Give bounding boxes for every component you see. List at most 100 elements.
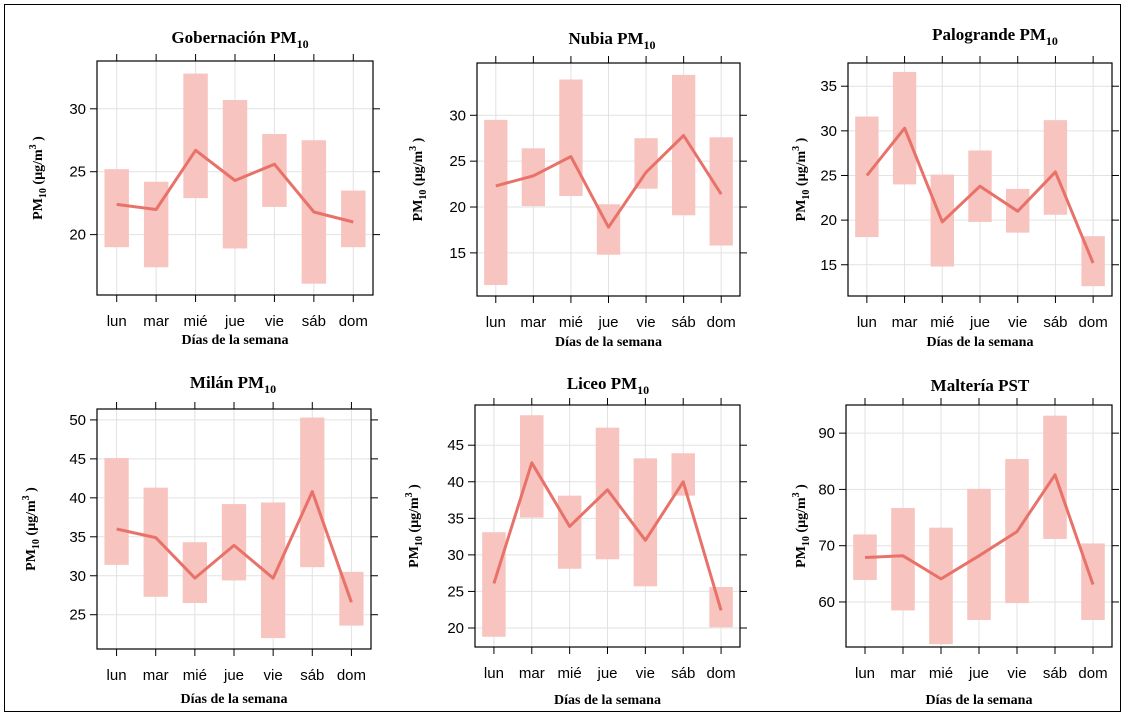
chart-panel-3: lun mar mié jue vie sáb dom 15 20 25 30 35 Palogrand… [791,25,1119,350]
x-tick-label: vie [1007,665,1026,682]
x-tick-label: mié [183,313,207,330]
mean-line [865,126,1095,264]
x-axis-label: Días de la semana [926,693,1033,708]
y-tick-label: 60 [818,594,835,611]
y-tick-label: 15 [449,245,466,262]
y-tick-label: 70 [818,538,835,555]
x-tick-label: sáb [1043,665,1067,682]
x-tick-label: mar [520,314,546,331]
chart-panel-2: lun mar mié jue vie sáb dom 15 20 25 30 Nubia PM10 D… [408,29,747,350]
y-tick-label: 45 [69,451,86,468]
range-band [482,532,506,637]
x-tick-label: dom [1078,665,1107,682]
x-tick-label: vie [265,313,284,330]
y-tick-label: 20 [69,227,86,244]
x-tick-label: sáb [300,667,324,684]
mean-line [495,134,723,229]
x-tick-label: vie [1008,314,1027,331]
x-tick-label: mar [143,313,169,330]
chart-panel-1: lun mar mié jue vie sáb dom 20 25 30 Gobernación P… [28,28,380,348]
x-tick-label: lun [484,665,504,682]
x-tick-label: vie [264,667,283,684]
range-band [855,116,879,238]
y-tick-label: 25 [449,153,466,170]
x-tick-label: jue [969,314,990,331]
y-tick-label: 25 [447,583,464,600]
range-band [262,133,287,207]
range-band [104,169,129,248]
x-tick-label: mar [143,667,169,684]
y-tick-label: 35 [447,510,464,527]
x-tick-label: jue [224,313,245,330]
x-tick-label: jue [223,667,244,684]
y-tick-label: 20 [447,620,464,637]
y-axis-label: PM10 (µg/m3 ) [791,137,812,221]
range-band [559,79,583,197]
x-axis-label: Días de la semana [182,333,289,348]
range-band [595,427,620,560]
y-tick-label: 25 [820,167,837,184]
x-tick-label: dom [706,665,735,682]
x-tick-label: mié [929,665,953,682]
range-band [183,73,208,199]
y-tick-label: 45 [447,437,464,454]
range-band [557,495,582,569]
y-tick-label: 30 [820,123,837,140]
y-tick-label: 20 [449,199,466,216]
x-tick-label: jue [596,665,617,682]
y-tick-label: 50 [69,412,86,429]
x-tick-label: vie [636,665,655,682]
chart-panel-4: lun mar mié jue vie sáb dom 25 30 35 40 45 50 Milán P… [21,373,378,707]
y-axis-label: PM10 (µg/m3 ) [408,137,429,221]
y-axis-label: PM10 (µg/m3 ) [791,484,812,568]
x-axis-label: Días de la semana [555,335,662,350]
x-tick-label: dom [707,314,736,331]
x-tick-label: sáb [672,314,696,331]
y-tick-label: 40 [69,490,86,507]
x-tick-label: dom [1079,314,1108,331]
x-tick-label: jue [968,665,989,682]
x-tick-label: sáb [671,665,695,682]
chart-title: Palogrande PM10 [932,25,1058,48]
range-band [929,527,953,645]
y-axis-label: PM10 (µg/m3 ) [28,136,49,220]
y-tick-label: 30 [69,101,86,118]
x-tick-label: sáb [302,313,326,330]
y-tick-label: 30 [447,547,464,564]
mean-line [492,461,723,611]
chart-panel-6: lun mar mié jue vie sáb dom 60 70 80 90 Maltería PS… [791,376,1119,708]
chart-title: Maltería PST [931,376,1030,395]
range-band [709,137,733,246]
y-tick-label: 35 [820,78,837,95]
range-band [891,507,915,611]
range-band [104,458,129,565]
x-axis-label: Días de la semana [927,335,1034,350]
y-tick-label: 90 [818,425,835,442]
y-tick-label: 30 [449,107,466,124]
y-axis-label: PM10 (µg/m3 ) [21,487,42,571]
x-tick-label: lun [486,314,506,331]
y-tick-label: 15 [820,257,837,274]
y-tick-label: 30 [69,568,86,585]
x-tick-label: dom [337,667,366,684]
range-band [634,138,658,189]
x-tick-label: dom [339,313,368,330]
x-tick-label: lun [857,314,877,331]
x-tick-label: mar [890,665,916,682]
mean-line [116,148,354,224]
x-tick-label: mar [519,665,545,682]
range-band [633,458,658,587]
y-tick-label: 20 [820,212,837,229]
y-tick-label: 25 [69,164,86,181]
y-axis-label: PM10 (µg/m3 ) [404,484,425,568]
x-tick-label: mar [892,314,918,331]
chart-title: Milán PM10 [190,373,276,396]
chart-title: Liceo PM10 [567,374,649,397]
x-tick-label: lun [855,665,875,682]
range-band [1043,120,1068,215]
x-tick-label: vie [636,314,655,331]
chart-panel-5: lun mar mié jue vie sáb dom 20 25 30 35 40 45 Liceo P… [404,374,747,708]
x-tick-label: mié [930,314,954,331]
x-tick-label: jue [597,314,618,331]
